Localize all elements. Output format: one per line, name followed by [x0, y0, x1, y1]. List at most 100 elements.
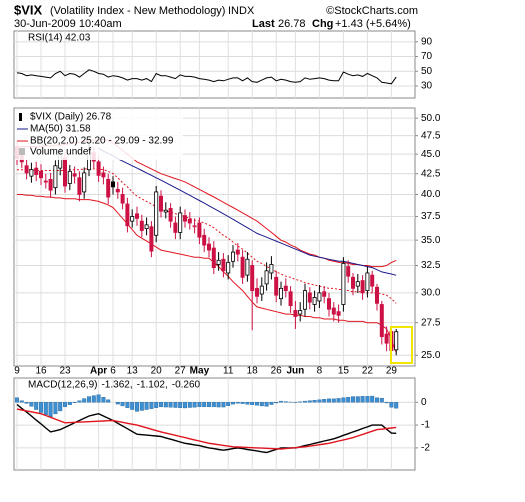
candle-body — [269, 264, 274, 274]
histogram-bar — [91, 395, 96, 403]
histogram-bar — [77, 400, 82, 403]
histogram-bar — [216, 402, 221, 408]
histogram-bar — [58, 402, 63, 412]
y-tick-label: 27.5 — [421, 317, 441, 328]
candle-body — [274, 276, 279, 296]
candle-body — [384, 333, 389, 344]
histogram-bar — [53, 402, 58, 415]
x-tick-label: 9 — [14, 366, 20, 377]
candle-body — [283, 285, 288, 292]
histogram-bar — [327, 398, 332, 403]
histogram-bar — [173, 402, 178, 408]
y-tick-label: 0 — [421, 397, 427, 408]
candle-body — [197, 222, 202, 238]
legend-entry: BB(20,2.0) 25.20 - 29.09 - 32.99 — [30, 136, 174, 147]
x-tick-label: 18 — [247, 366, 259, 377]
histogram-bar — [149, 402, 154, 409]
x-tick-label: 15 — [338, 366, 350, 377]
candle-body — [173, 222, 178, 233]
y-tick-label: 30 — [421, 81, 433, 92]
candle-body — [346, 266, 351, 277]
candle-body — [312, 297, 317, 305]
chg-label: Chg — [312, 18, 333, 30]
candle-body — [216, 259, 221, 265]
legend-entry: -0.260 — [172, 380, 201, 391]
histogram-bar — [221, 402, 226, 408]
candle-body — [34, 167, 39, 175]
histogram-bar — [384, 402, 389, 404]
histogram-bar — [168, 402, 173, 408]
symbol: $VIX — [14, 2, 43, 17]
candle-body — [288, 291, 293, 307]
last-value: 26.78 — [278, 18, 306, 30]
histogram-bar — [259, 402, 264, 407]
y-tick-label: 50.0 — [421, 113, 441, 124]
symbol-name: (Volatility Index - New Methodology) — [50, 5, 225, 17]
legend-entry: Volume undef — [30, 147, 91, 158]
histogram-bar — [235, 402, 240, 404]
panel — [13, 377, 416, 471]
histogram-bar — [48, 402, 53, 418]
candle-body — [178, 212, 183, 233]
y-tick-label: 50 — [421, 66, 433, 77]
histogram-bar — [264, 402, 269, 407]
histogram-bar — [24, 402, 29, 404]
candle-body — [394, 331, 399, 351]
y-tick-label: 35.0 — [421, 235, 441, 246]
histogram-bar — [158, 402, 163, 408]
chg-value: +1.43 (+5.64%) — [335, 18, 411, 30]
macd-line — [16, 408, 397, 450]
candle-body — [379, 304, 384, 338]
candle-body — [53, 165, 58, 189]
histogram-bar — [322, 399, 327, 403]
histogram-bar — [206, 402, 211, 408]
histogram-bar — [39, 402, 44, 413]
candle-body — [168, 208, 173, 222]
histogram-bar — [351, 396, 356, 403]
x-tick-label: 6 — [110, 366, 116, 377]
histogram-bar — [336, 398, 341, 403]
x-tick-label: 16 — [35, 366, 47, 377]
candle-body — [250, 265, 255, 292]
candle-body — [326, 298, 331, 310]
y-tick-label: 47.5 — [421, 130, 441, 141]
histogram-bar — [245, 402, 250, 405]
histogram-bar — [375, 397, 380, 403]
candle-body — [360, 280, 365, 294]
y-tick-label: -1 — [421, 420, 430, 431]
datetime: 30-Jun-2009 10:40am — [14, 18, 122, 30]
candle-body — [43, 180, 48, 183]
candle-body — [120, 194, 125, 204]
candle-body — [82, 172, 87, 193]
histogram-bar — [139, 402, 144, 411]
histogram-bar — [120, 402, 125, 407]
histogram-bar — [29, 402, 34, 407]
y-tick-label: 45.0 — [421, 149, 441, 160]
histogram-bar — [370, 395, 375, 403]
candle-body — [293, 310, 298, 317]
candle-body — [67, 170, 72, 184]
y-tick-label: 37.5 — [421, 211, 441, 222]
histogram-bar — [125, 402, 130, 408]
bb-lower — [17, 194, 397, 353]
histogram-bar — [346, 397, 351, 403]
histogram-bar — [312, 400, 317, 403]
histogram-bar — [82, 398, 87, 403]
histogram-bar — [192, 402, 197, 408]
y-tick-label: 70 — [421, 51, 433, 62]
y-tick-label: 40.0 — [421, 189, 441, 200]
candle-body — [374, 286, 379, 304]
histogram-bar — [178, 402, 183, 408]
candle-body — [211, 247, 216, 269]
y-tick-label: 25.0 — [421, 350, 441, 361]
candle-body — [111, 181, 116, 188]
histogram-bar — [182, 402, 187, 409]
candle-body — [230, 251, 235, 262]
legend-entry: MA(50) 31.58 — [30, 124, 91, 135]
histogram-bar — [307, 400, 312, 403]
candle-body — [130, 216, 135, 222]
candle-body — [317, 292, 322, 302]
candle-body — [106, 179, 111, 198]
histogram-bar — [317, 399, 322, 403]
candle-body — [187, 218, 192, 224]
